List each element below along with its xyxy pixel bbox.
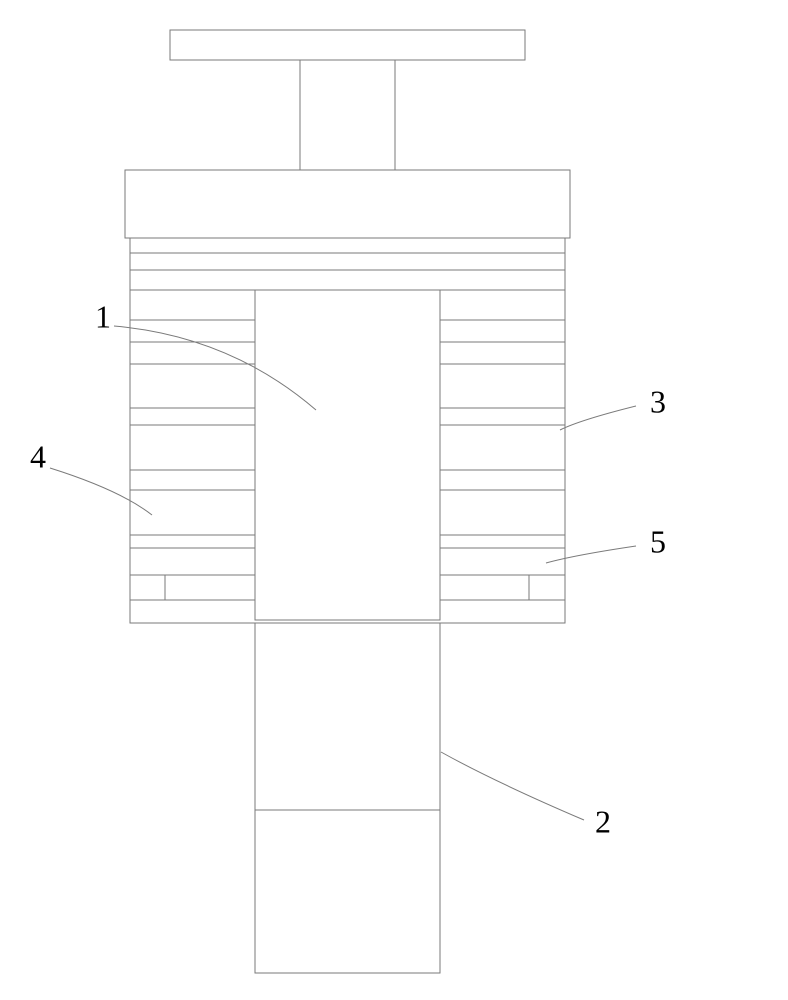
top-post xyxy=(300,60,395,170)
main-block xyxy=(130,253,565,623)
leader-5 xyxy=(546,546,636,563)
label-2: 2 xyxy=(595,803,611,839)
leader-2 xyxy=(441,752,584,820)
center-column xyxy=(255,290,440,620)
lower-shaft xyxy=(255,623,440,973)
label-5: 5 xyxy=(650,523,666,559)
leader-4 xyxy=(50,468,152,515)
label-3: 3 xyxy=(650,383,666,419)
label-1: 1 xyxy=(95,298,111,334)
upper-frame xyxy=(125,170,570,238)
label-4: 4 xyxy=(30,438,46,474)
leader-3 xyxy=(560,406,636,430)
leader-1 xyxy=(114,326,316,410)
top-plate xyxy=(170,30,525,60)
